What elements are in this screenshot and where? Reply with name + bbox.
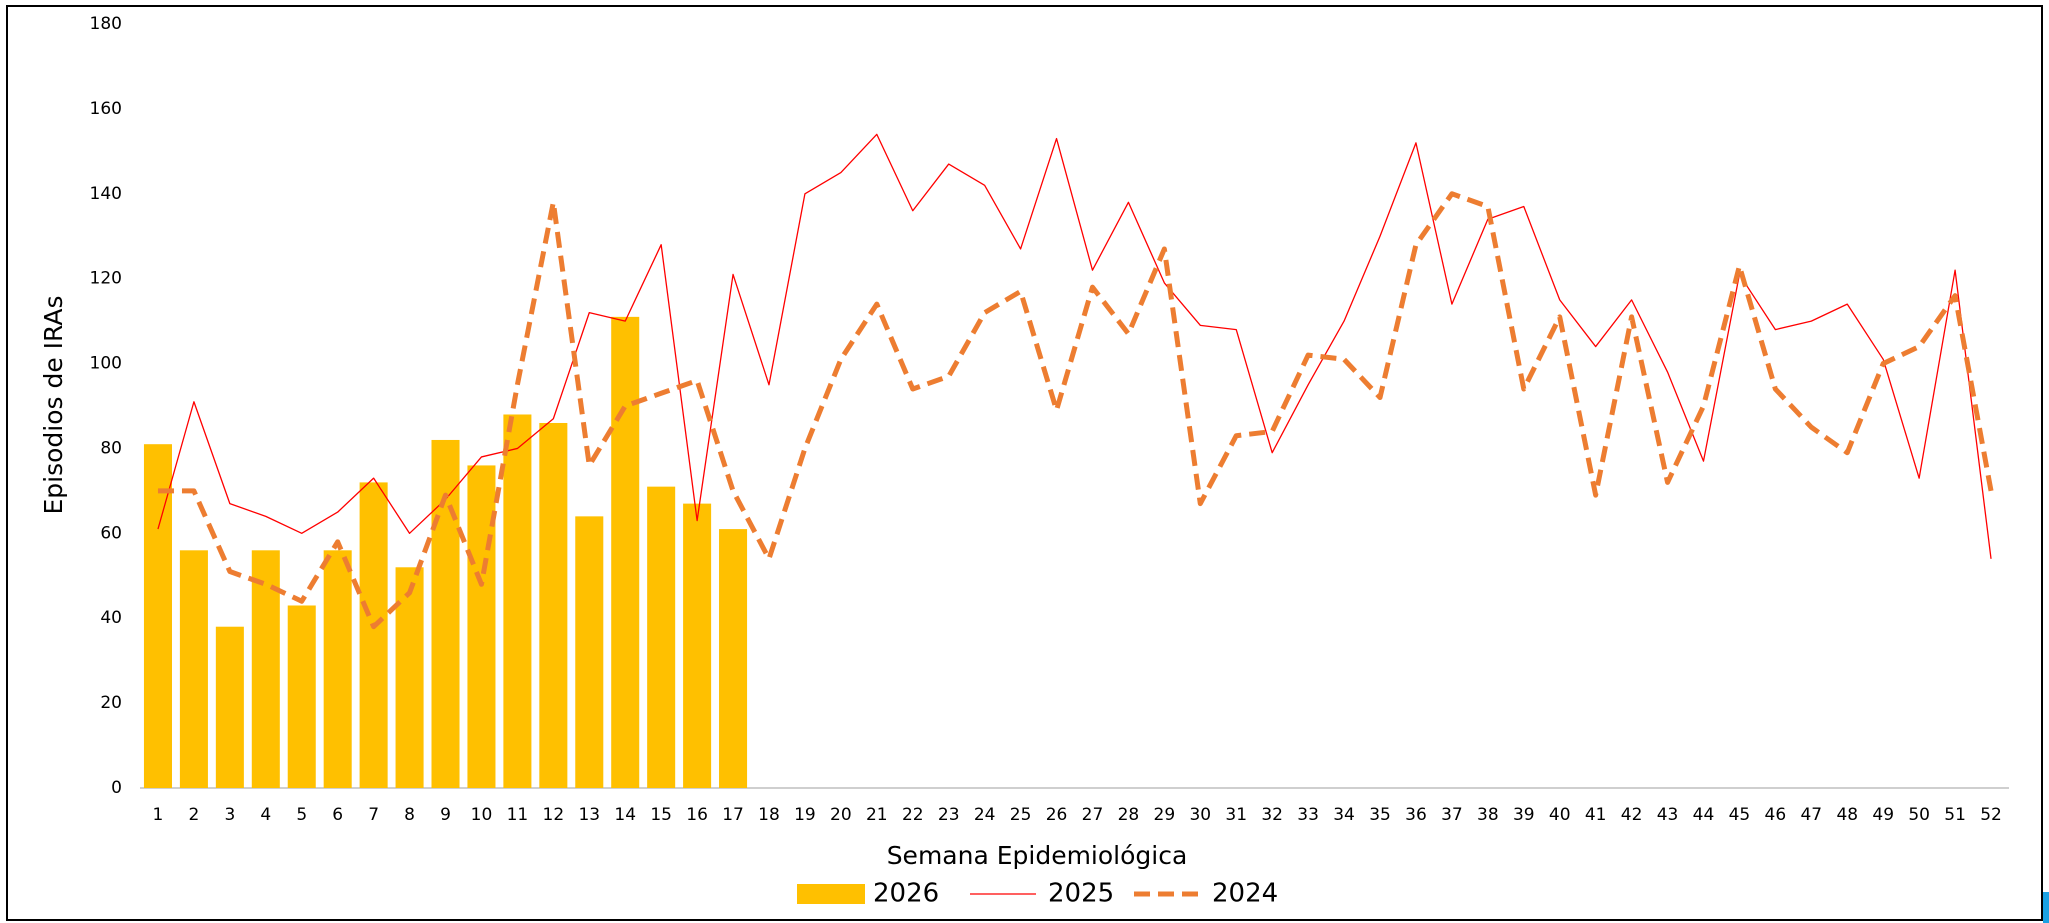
x-tick-label: 7 (368, 805, 379, 825)
x-tick-label: 38 (1477, 805, 1499, 825)
x-tick-label: 34 (1333, 805, 1355, 825)
x-tick-label: 42 (1621, 805, 1643, 825)
x-tick-label: 9 (440, 805, 451, 825)
x-tick-label: 1 (153, 805, 164, 825)
x-axis-title: Semana Epidemiológica (887, 841, 1188, 870)
x-tick-label: 41 (1585, 805, 1607, 825)
x-tick-label: 30 (1189, 805, 1211, 825)
legend-swatch (797, 884, 865, 904)
x-tick-label: 11 (507, 805, 529, 825)
y-tick-label: 20 (100, 693, 122, 713)
x-tick-label: 47 (1800, 805, 1822, 825)
x-tick-label: 35 (1369, 805, 1391, 825)
bar (143, 444, 172, 788)
x-tick-label: 5 (296, 805, 307, 825)
y-tick-label: 80 (100, 438, 122, 458)
x-tick-label: 37 (1441, 805, 1463, 825)
x-tick-label: 29 (1154, 805, 1176, 825)
x-tick-label: 20 (830, 805, 852, 825)
x-tick-label: 48 (1836, 805, 1858, 825)
y-tick-label: 140 (90, 184, 122, 204)
y-tick-label: 0 (111, 778, 122, 798)
y-tick-label: 180 (90, 14, 122, 34)
x-tick-label: 25 (1010, 805, 1032, 825)
x-tick-label: 28 (1118, 805, 1140, 825)
bar (611, 316, 640, 788)
bar (467, 465, 496, 788)
y-axis-title: Episodios de IRAs (39, 295, 68, 514)
y-tick-label: 160 (90, 99, 122, 119)
x-tick-label: 3 (224, 805, 235, 825)
x-tick-label: 8 (404, 805, 415, 825)
x-tick-label: 31 (1225, 805, 1247, 825)
x-tick-label: 22 (902, 805, 924, 825)
legend-label: 2024 (1212, 879, 1278, 909)
bar (179, 550, 208, 788)
x-tick-label: 14 (614, 805, 636, 825)
y-tick-label: 60 (100, 523, 122, 543)
bar (323, 550, 352, 788)
bar (395, 567, 424, 788)
x-tick-label: 15 (650, 805, 672, 825)
x-tick-label: 51 (1944, 805, 1966, 825)
x-tick-label: 16 (686, 805, 708, 825)
x-tick-label: 26 (1046, 805, 1068, 825)
x-tick-label: 50 (1908, 805, 1930, 825)
line (157, 133, 1992, 559)
bar (251, 550, 280, 788)
corner-tab (2043, 892, 2049, 923)
x-tick-label: 18 (758, 805, 780, 825)
x-tick-label: 45 (1729, 805, 1751, 825)
x-tick-label: 23 (938, 805, 960, 825)
x-tick-label: 43 (1657, 805, 1679, 825)
x-tick-label: 46 (1765, 805, 1787, 825)
x-tick-label: 32 (1261, 805, 1283, 825)
x-tick-label: 2 (188, 805, 199, 825)
x-tick-label: 6 (332, 805, 343, 825)
x-tick-label: 19 (794, 805, 816, 825)
bar (503, 414, 532, 788)
x-tick-label: 24 (974, 805, 996, 825)
x-tick-label: 13 (578, 805, 600, 825)
x-tick-label: 21 (866, 805, 888, 825)
x-tick-label: 4 (260, 805, 271, 825)
bar (359, 482, 388, 788)
x-tick-label: 52 (1980, 805, 2002, 825)
x-tick-label: 17 (722, 805, 744, 825)
bar (431, 439, 460, 788)
bar (719, 529, 748, 788)
x-tick-label: 33 (1297, 805, 1319, 825)
bar (215, 626, 244, 788)
x-tick-label: 49 (1872, 805, 1894, 825)
y-tick-label: 120 (90, 269, 122, 289)
x-tick-label: 27 (1082, 805, 1104, 825)
x-tick-label: 10 (471, 805, 493, 825)
x-tick-label: 36 (1405, 805, 1427, 825)
x-tick-label: 39 (1513, 805, 1535, 825)
legend-label: 2025 (1048, 879, 1114, 909)
x-tick-label: 40 (1549, 805, 1571, 825)
bar (575, 516, 604, 788)
legend-label: 2026 (873, 879, 939, 909)
x-tick-label: 12 (543, 805, 565, 825)
bar (647, 486, 676, 788)
bar (287, 605, 316, 788)
y-tick-label: 40 (100, 608, 122, 628)
x-tick-label: 44 (1693, 805, 1715, 825)
y-tick-label: 100 (90, 354, 122, 374)
bar (683, 503, 712, 788)
line (157, 191, 1994, 630)
bar (539, 422, 568, 788)
